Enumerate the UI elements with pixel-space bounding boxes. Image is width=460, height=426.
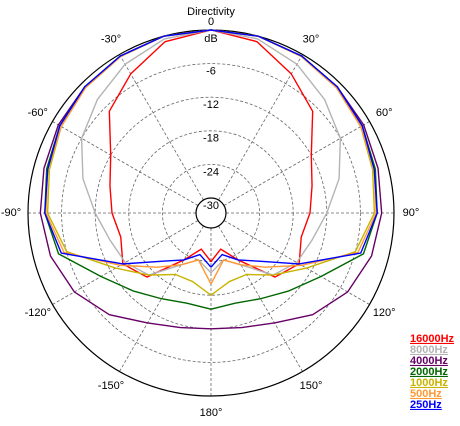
legend-label: 250Hz (410, 399, 442, 411)
grid-ring (61, 63, 361, 363)
grid-spoke (119, 225, 204, 372)
theta-tick-label: 30° (303, 34, 320, 46)
theta-tick-label: 60° (376, 107, 393, 119)
legend-label: 1000Hz (410, 377, 448, 389)
legend-label: 8000Hz (410, 344, 448, 356)
theta-tick-label: 180° (200, 407, 223, 419)
legend-label: 500Hz (410, 388, 442, 400)
grid-ring (128, 130, 294, 296)
legend-label: 2000Hz (410, 366, 448, 378)
r-tick-label: 0 (208, 16, 214, 28)
theta-tick-label: 150° (300, 380, 323, 392)
grid-spoke (223, 121, 370, 206)
chart-title: Directivity (187, 6, 235, 18)
grid-spoke (223, 220, 370, 305)
grid-ring (195, 197, 227, 229)
theta-tick-label: 90° (403, 207, 420, 219)
theta-tick-label: -60° (28, 107, 48, 119)
r-tick-label: -6 (206, 66, 216, 78)
legend-label: 16000Hz (410, 333, 455, 345)
r-tick-label: -30 (203, 200, 219, 212)
r-tick-label: -12 (203, 99, 219, 111)
grid-spoke (218, 225, 303, 372)
r-tick-label: -18 (203, 133, 219, 145)
theta-tick-label: 120° (373, 307, 396, 319)
legend-label: 4000Hz (410, 355, 448, 367)
theta-tick-label: -30° (101, 34, 121, 46)
grid-spoke (119, 54, 204, 201)
grid-spoke (218, 54, 303, 201)
grid-spoke (52, 121, 199, 206)
legend: 16000Hz8000Hz4000Hz2000Hz1000Hz500Hz250H… (410, 333, 455, 411)
theta-tick-label: -150° (98, 380, 124, 392)
r-tick-label: -24 (203, 166, 219, 178)
r-unit: dB (204, 33, 217, 45)
series-line (44, 29, 378, 268)
grid-spoke (52, 220, 199, 305)
theta-tick-label: -120° (25, 307, 51, 319)
theta-tick-label: -90° (1, 207, 21, 219)
